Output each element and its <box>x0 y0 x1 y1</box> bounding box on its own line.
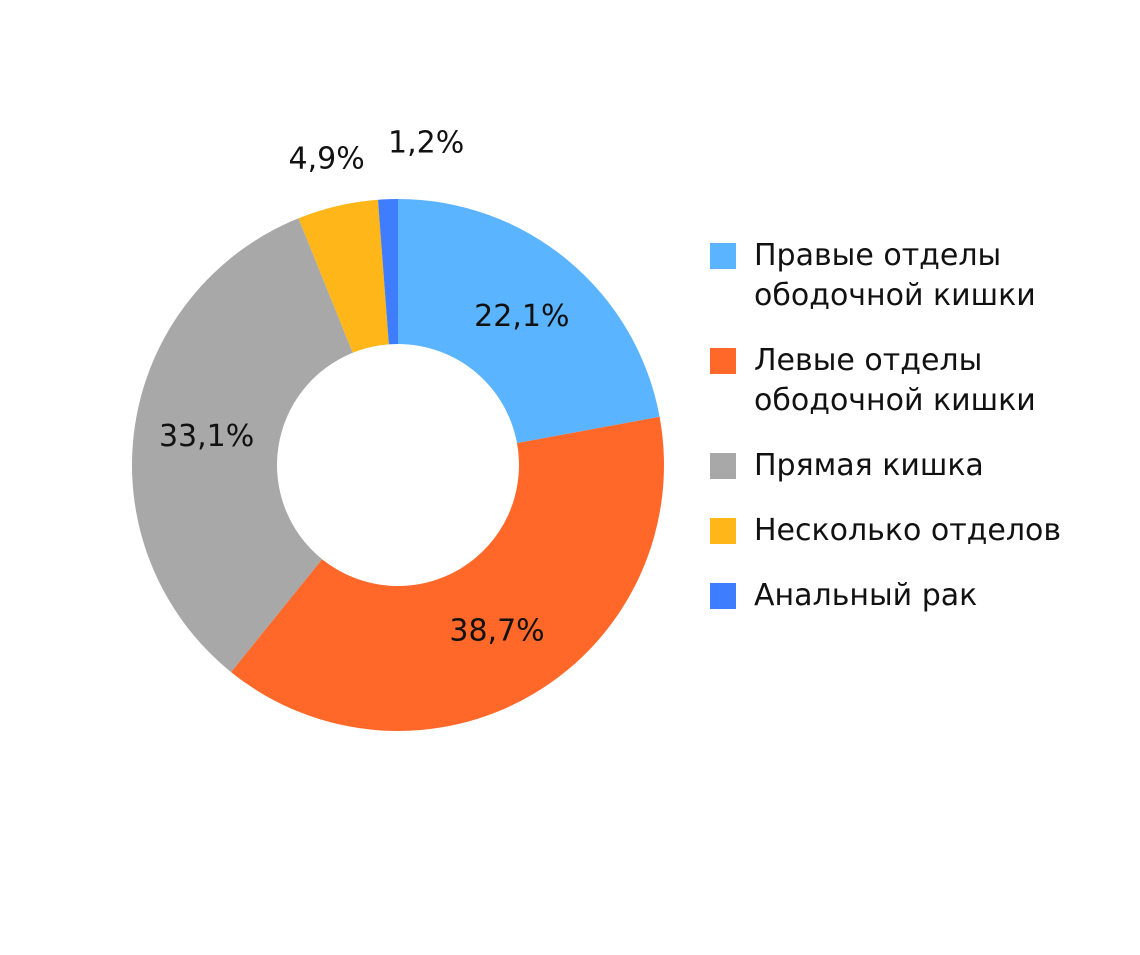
chart-legend: Правые отделы ободочной кишки Левые отде… <box>710 236 1130 641</box>
slice-rectum <box>131 218 353 673</box>
slice-multiple-sections <box>298 199 389 353</box>
legend-label-right-colon-line2: ободочной кишки <box>754 278 1036 313</box>
slice-label-anal-cancer: 1,2% <box>388 126 464 161</box>
slice-left-colon <box>231 416 665 732</box>
legend-label-rectum: Прямая кишка <box>754 448 984 483</box>
legend-swatch-multiple-sections <box>710 518 736 544</box>
legend-label-right-colon-line1: Правые отделы <box>754 238 1002 273</box>
slice-label-multiple-sections: 4,9% <box>289 142 365 177</box>
legend-label-anal-cancer: Анальный рак <box>754 578 978 613</box>
legend-swatch-right-colon <box>710 243 736 269</box>
legend-item-multiple-sections: Несколько отделов <box>710 511 1130 551</box>
donut-slices <box>131 199 665 732</box>
legend-label-left-colon-line2: ободочной кишки <box>754 383 1036 418</box>
legend-swatch-anal-cancer <box>710 583 736 609</box>
slice-right-colon <box>398 199 660 444</box>
legend-swatch-left-colon <box>710 348 736 374</box>
legend-item-anal-cancer: Анальный рак <box>710 576 1130 616</box>
slice-label-right-colon: 22,1% <box>474 299 569 334</box>
legend-label-multiple-sections: Несколько отделов <box>754 513 1062 548</box>
legend-swatch-rectum <box>710 453 736 479</box>
slice-anal-cancer <box>377 199 398 345</box>
slice-label-rectum: 33,1% <box>159 419 254 454</box>
legend-item-left-colon: Левые отделы ободочной кишки <box>710 341 1130 421</box>
slice-labels: 22,1% 38,7% 33,1% 4,9% 1,2% <box>159 126 570 649</box>
legend-label-left-colon-line1: Левые отделы <box>754 343 983 378</box>
slice-label-left-colon: 38,7% <box>449 614 544 649</box>
legend-item-rectum: Прямая кишка <box>710 446 1130 486</box>
legend-item-right-colon: Правые отделы ободочной кишки <box>710 236 1130 316</box>
